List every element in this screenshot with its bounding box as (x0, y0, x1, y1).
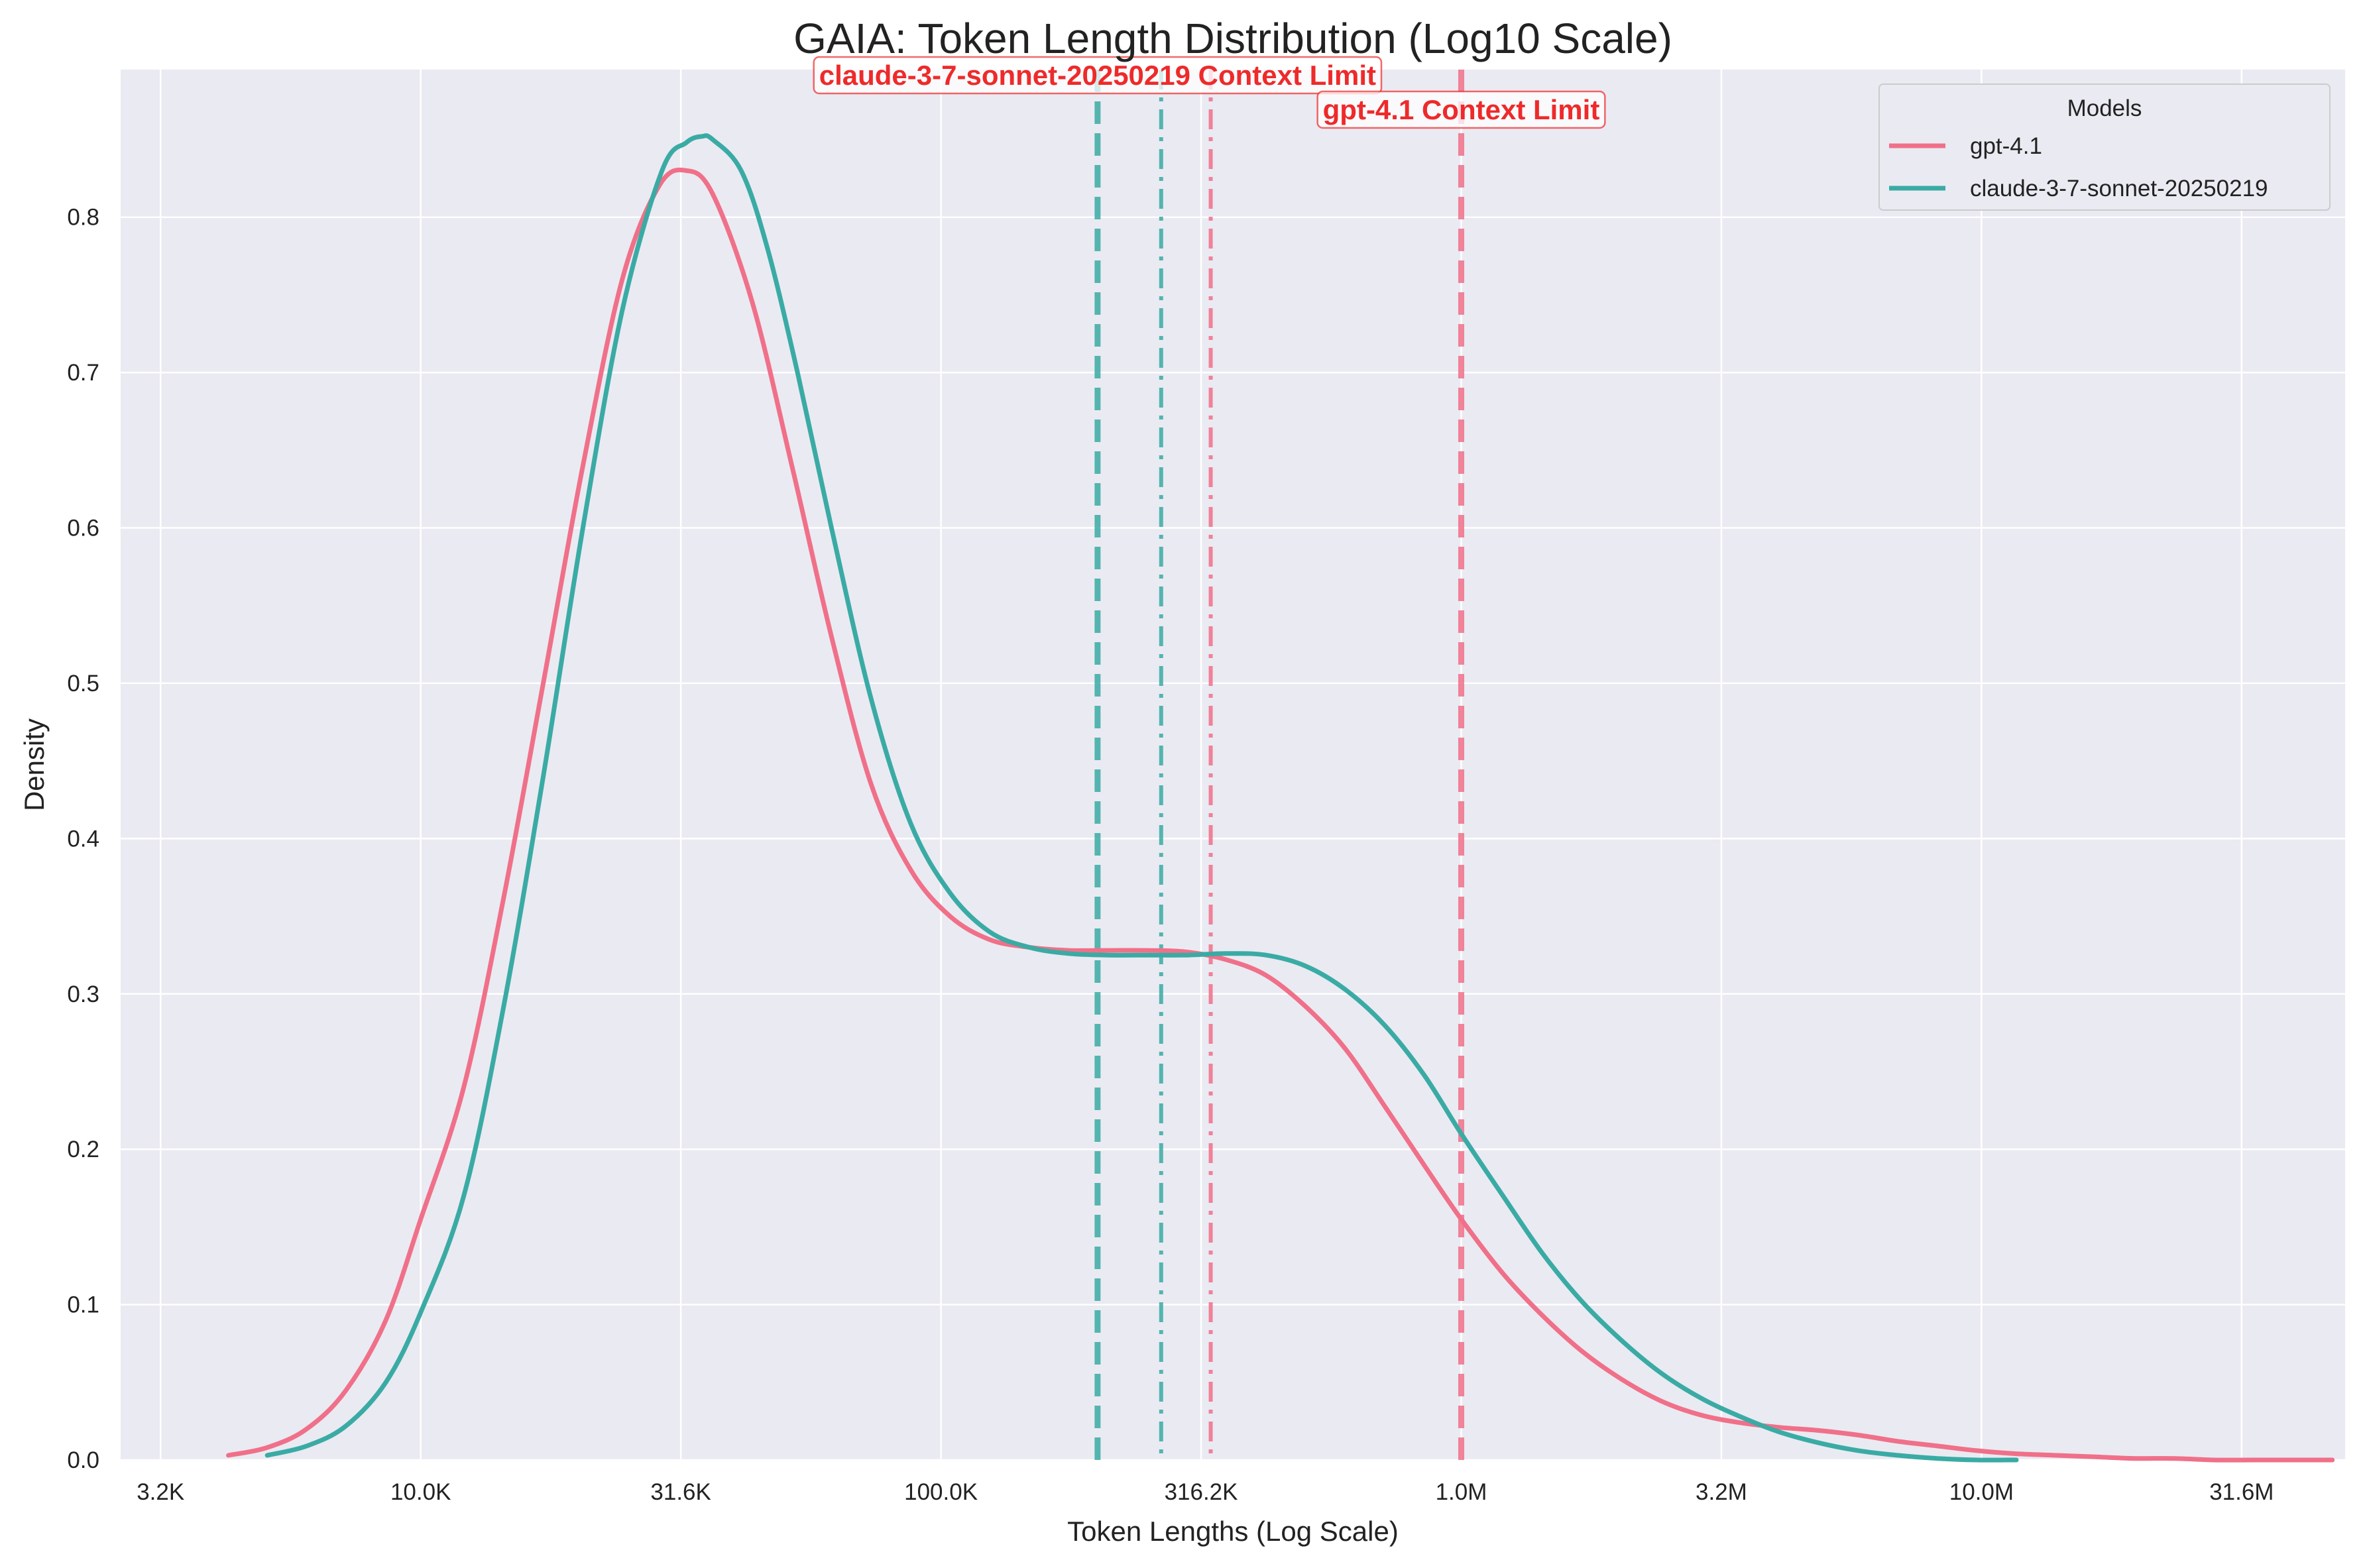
series-line-claude-3-7-sonnet-20250219 (264, 133, 2019, 1463)
x-tick-label-4: 316.2K (1165, 1479, 1238, 1505)
x-tick-label-0: 3.2K (137, 1479, 184, 1505)
chart-title: GAIA: Token Length Distribution (Log10 S… (793, 15, 1672, 62)
y-tick-label-1: 0.1 (67, 1292, 99, 1318)
y-tick-label-5: 0.5 (67, 671, 99, 697)
y-tick-label-7: 0.7 (67, 360, 99, 386)
y-tick-labels: 0.0 0.1 0.2 0.3 0.4 0.5 0.6 0.7 0.8 (67, 205, 99, 1473)
legend: Models gpt-4.1 claude-3-7-sonnet-2025021… (1878, 84, 2331, 211)
x-tick-label-6: 3.2M (1696, 1479, 1747, 1505)
x-tick-label-5: 1.0M (1436, 1479, 1487, 1505)
annotations: claude-3-7-sonnet-20250219 Context Limit… (813, 56, 1606, 129)
plot-background (121, 70, 2345, 1460)
x-tick-labels: 3.2K 10.0K 31.6K 100.0K 316.2K 1.0M 3.2M 10.0M 3… (137, 1479, 2274, 1505)
annotation-0: claude-3-7-sonnet-20250219 Context Limit (813, 56, 1383, 95)
annotation-box-0 (813, 56, 1383, 95)
legend-box (1878, 84, 2331, 211)
legend-label-gpt-4-1: gpt-4.1 (1970, 133, 2042, 159)
y-tick-label-6: 0.6 (67, 516, 99, 541)
series-line-gpt-4-1 (226, 167, 2335, 1463)
y-tick-label-0: 0.0 (67, 1447, 99, 1473)
x-tick-label-2: 31.6K (650, 1479, 711, 1505)
y-tick-label-2: 0.2 (67, 1137, 99, 1162)
y-axis-title: Density (19, 718, 50, 811)
annotation-text-1: gpt-4.1 Context Limit (1323, 94, 1600, 125)
x-tick-label-1: 10.0K (390, 1479, 451, 1505)
x-tick-label-7: 10.0M (1949, 1479, 2014, 1505)
x-tick-label-3: 100.0K (904, 1479, 978, 1505)
x-axis-title: Token Lengths (Log Scale) (1067, 1516, 1399, 1547)
y-tick-label-8: 0.8 (67, 205, 99, 231)
y-tick-label-3: 0.3 (67, 981, 99, 1007)
annotation-box-1 (1316, 90, 1606, 129)
series-lines (226, 133, 2335, 1463)
x-tick-label-8: 31.6M (2209, 1479, 2274, 1505)
annotation-text-0: claude-3-7-sonnet-20250219 Context Limit (819, 60, 1376, 91)
reference-lines (1094, 70, 1464, 1460)
legend-label-claude-3-7-sonnet: claude-3-7-sonnet-20250219 (1970, 176, 2268, 201)
legend-title: Models (2067, 95, 2142, 121)
y-tick-label-4: 0.4 (67, 826, 99, 852)
annotation-1: gpt-4.1 Context Limit (1316, 90, 1606, 129)
